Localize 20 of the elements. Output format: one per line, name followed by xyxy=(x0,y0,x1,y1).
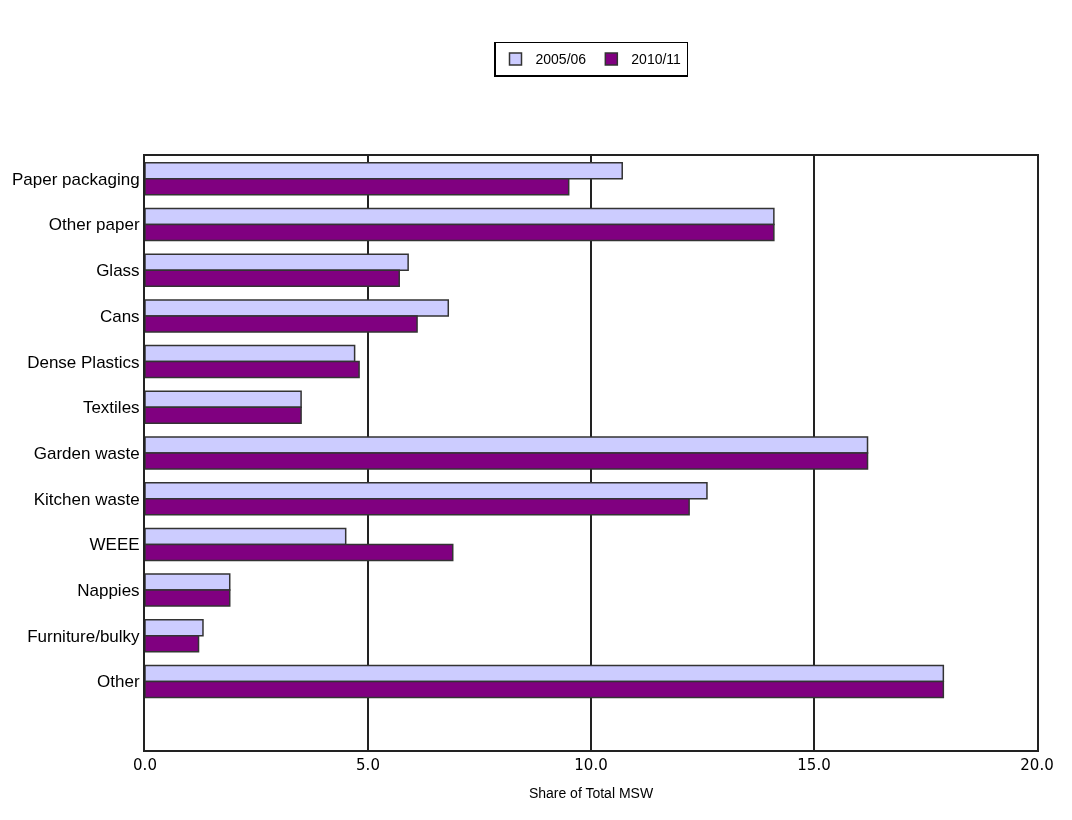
y-tick-label: Glass xyxy=(96,261,140,281)
y-tick-label: WEEE xyxy=(89,535,140,555)
y-tick-label: Other xyxy=(97,672,140,692)
y-tick-label: Furniture/bulky xyxy=(27,626,141,646)
x-tick-label: 10.0 xyxy=(574,756,608,774)
legend-label: 2010/11 xyxy=(631,51,682,68)
x-axis-title: Share of Total MSW xyxy=(528,784,654,801)
y-tick-label: Garden waste xyxy=(33,443,140,463)
y-tick-label: Paper packaging xyxy=(12,169,140,189)
y-tick-label: Cans xyxy=(99,306,140,326)
y-tick-label: Textiles xyxy=(82,398,140,418)
y-tick-label: Nappies xyxy=(77,581,140,601)
x-tick-label: 20.0 xyxy=(1020,756,1054,774)
x-tick-label: 0.0 xyxy=(133,756,157,774)
y-tick-label: Other paper xyxy=(48,215,140,235)
y-tick-label: Kitchen waste xyxy=(33,489,140,509)
y-tick-label: Dense Plastics xyxy=(27,352,140,372)
x-tick-label: 5.0 xyxy=(356,756,380,774)
legend-label: 2005/06 xyxy=(535,51,587,68)
x-tick-label: 15.0 xyxy=(797,756,831,774)
